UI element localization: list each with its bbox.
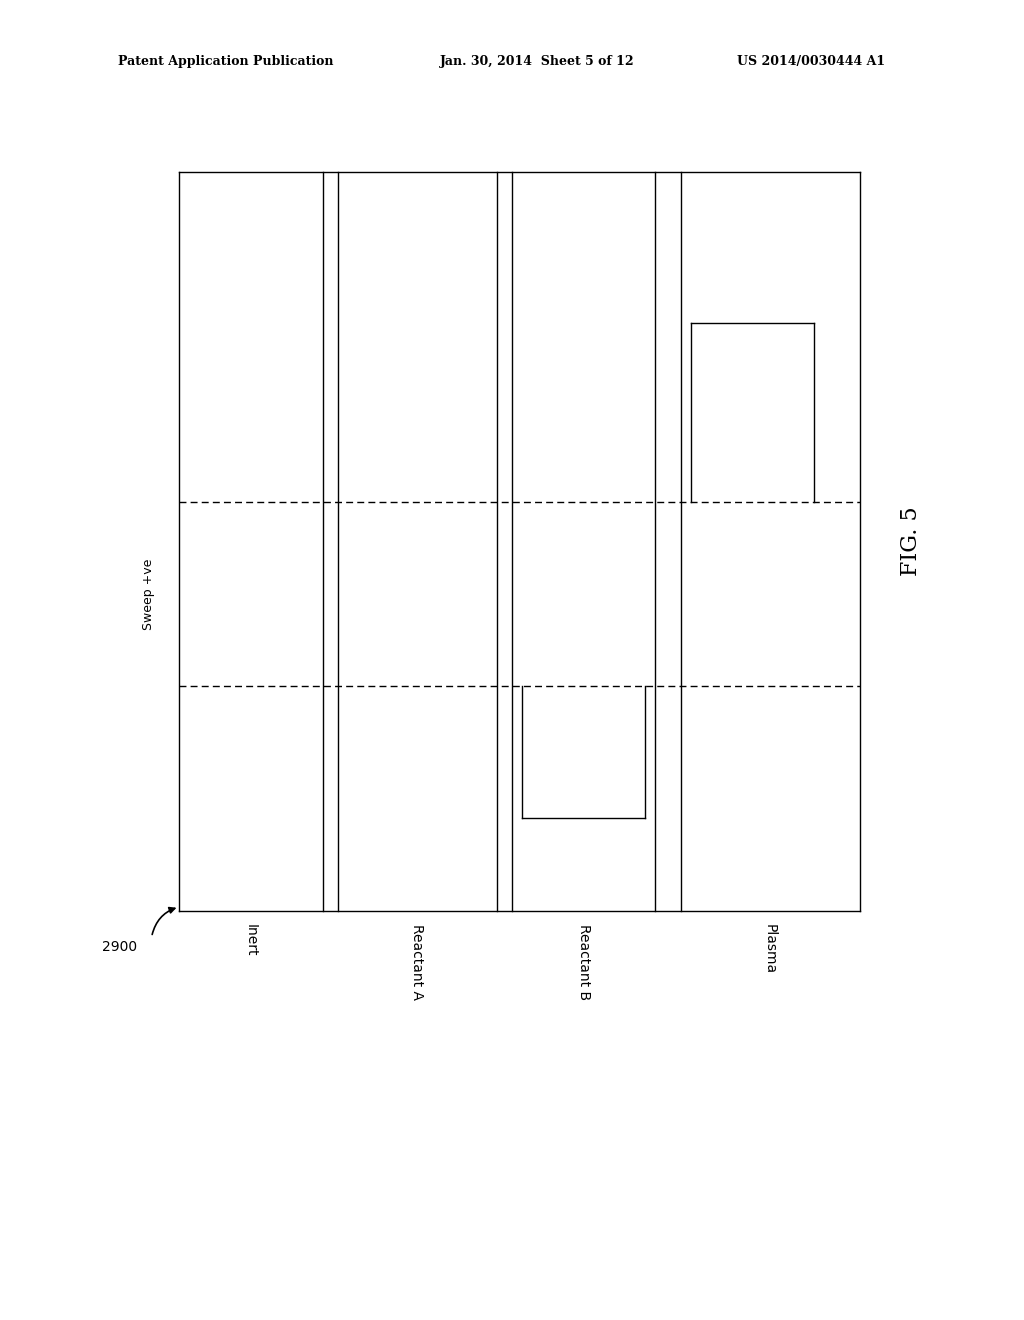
Text: Reactant A: Reactant A (410, 924, 424, 1001)
Text: FIG. 5: FIG. 5 (900, 507, 923, 576)
Text: Reactant B: Reactant B (577, 924, 591, 1001)
Text: Inert: Inert (244, 924, 258, 957)
Text: Jan. 30, 2014  Sheet 5 of 12: Jan. 30, 2014 Sheet 5 of 12 (440, 55, 635, 69)
Text: Patent Application Publication: Patent Application Publication (118, 55, 333, 69)
Text: 2900: 2900 (102, 940, 137, 954)
Text: US 2014/0030444 A1: US 2014/0030444 A1 (737, 55, 886, 69)
Text: Plasma: Plasma (763, 924, 777, 974)
Text: Sweep +ve: Sweep +ve (142, 558, 155, 630)
